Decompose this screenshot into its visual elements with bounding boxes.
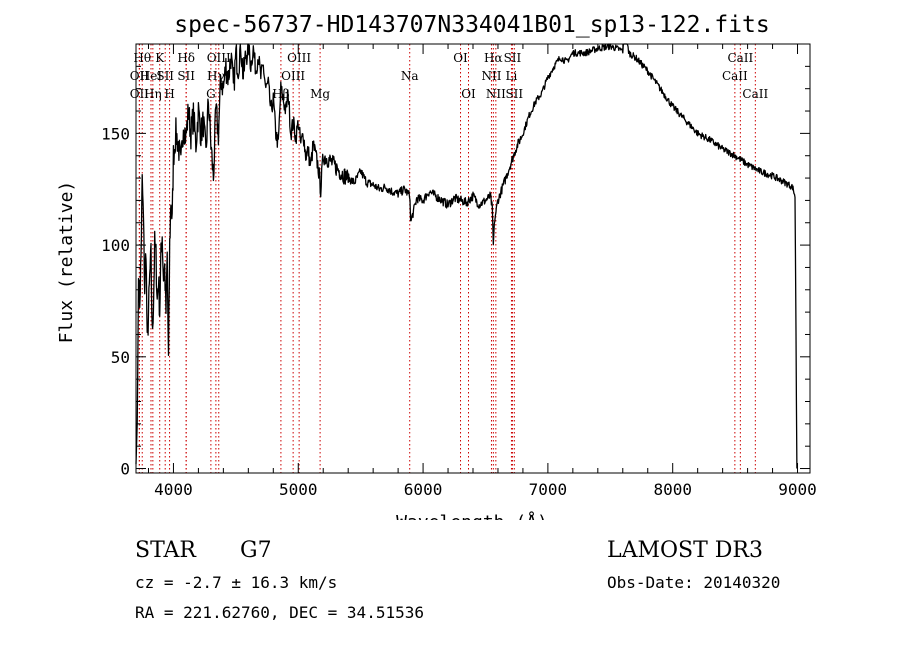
- spectrum-chart: spec-56737-HD143707N334041B01_sp13-122.f…: [56, 12, 817, 520]
- y-tick-label-0: 0: [120, 460, 130, 479]
- line-marker-label-5: K: [155, 51, 165, 65]
- line-marker-label-0: Hθ: [133, 51, 151, 65]
- line-marker-label-24: SII: [504, 51, 522, 65]
- x-tick-label-4: 8000: [653, 480, 692, 499]
- line-marker-label-18: OI: [453, 51, 468, 65]
- line-marker-label-2: OII: [130, 87, 150, 101]
- line-marker-label-6: SII: [156, 69, 174, 83]
- subclass: G7: [240, 538, 272, 563]
- line-marker-label-1: OII: [130, 69, 150, 83]
- x-axis-ticks: 4000 5000 6000 7000 8000 9000: [147, 44, 817, 499]
- line-marker-label-10: G: [206, 87, 216, 101]
- line-marker-label-20: NII: [481, 69, 501, 83]
- x-tick-label-0: 4000: [154, 480, 193, 499]
- line-marker-label-7: H: [164, 87, 174, 101]
- spectrum-line: [135, 43, 798, 469]
- obs-date: Obs-Date: 20140320: [607, 573, 781, 592]
- x-tick-label-1: 5000: [279, 480, 318, 499]
- line-marker-label-19: OI: [461, 87, 476, 101]
- line-marker-label-27: CaII: [727, 51, 753, 65]
- line-marker-label-21: Hα: [484, 51, 503, 65]
- line-marker-label-3: HeI: [140, 69, 163, 83]
- line-marker-label-11: Hγ: [207, 69, 225, 83]
- chart-title: spec-56737-HD143707N334041B01_sp13-122.f…: [174, 12, 769, 38]
- line-marker-label-12: OIII: [207, 51, 231, 65]
- x-tick-label-5: 9000: [778, 480, 817, 499]
- x-axis-label: Wavelength (Å): [396, 511, 548, 520]
- line-marker-label-17: Na: [401, 69, 419, 83]
- line-marker-label-26: CaII: [722, 69, 748, 83]
- line-marker-label-4: Hη: [144, 87, 162, 101]
- line-markers: [138, 44, 756, 473]
- survey-name: LAMOST DR3: [607, 538, 763, 563]
- line-marker-labels: HθOIIOIIHeIHηKSIIHHδSIIGHγOIIIHβOIIIOIII…: [130, 51, 769, 101]
- x-tick-label-3: 7000: [529, 480, 568, 499]
- line-marker-label-8: Hδ: [177, 51, 195, 65]
- line-marker-label-23: Li: [506, 69, 518, 83]
- object-type: STAR: [135, 538, 196, 563]
- line-marker-label-15: OIII: [287, 51, 311, 65]
- redshift-value: cz = -2.7 ± 16.3 km/s: [135, 573, 338, 592]
- line-marker-label-22: NII: [486, 87, 506, 101]
- line-marker-label-14: OIII: [281, 69, 305, 83]
- y-tick-label-2: 100: [101, 236, 130, 255]
- line-marker-label-28: CaII: [742, 87, 768, 101]
- coordinates: RA = 221.62760, DEC = 34.51536: [135, 603, 424, 622]
- line-marker-label-25: SII: [505, 87, 523, 101]
- y-tick-label-1: 50: [111, 348, 130, 367]
- plot-frame: [135, 43, 811, 474]
- y-axis-ticks: 0 50 100 150: [101, 65, 810, 479]
- y-axis-label: Flux (relative): [56, 181, 77, 344]
- line-marker-label-16: Mg: [310, 87, 330, 101]
- x-tick-label-2: 6000: [404, 480, 443, 499]
- line-marker-label-9: SII: [177, 69, 195, 83]
- y-tick-label-3: 150: [101, 124, 130, 143]
